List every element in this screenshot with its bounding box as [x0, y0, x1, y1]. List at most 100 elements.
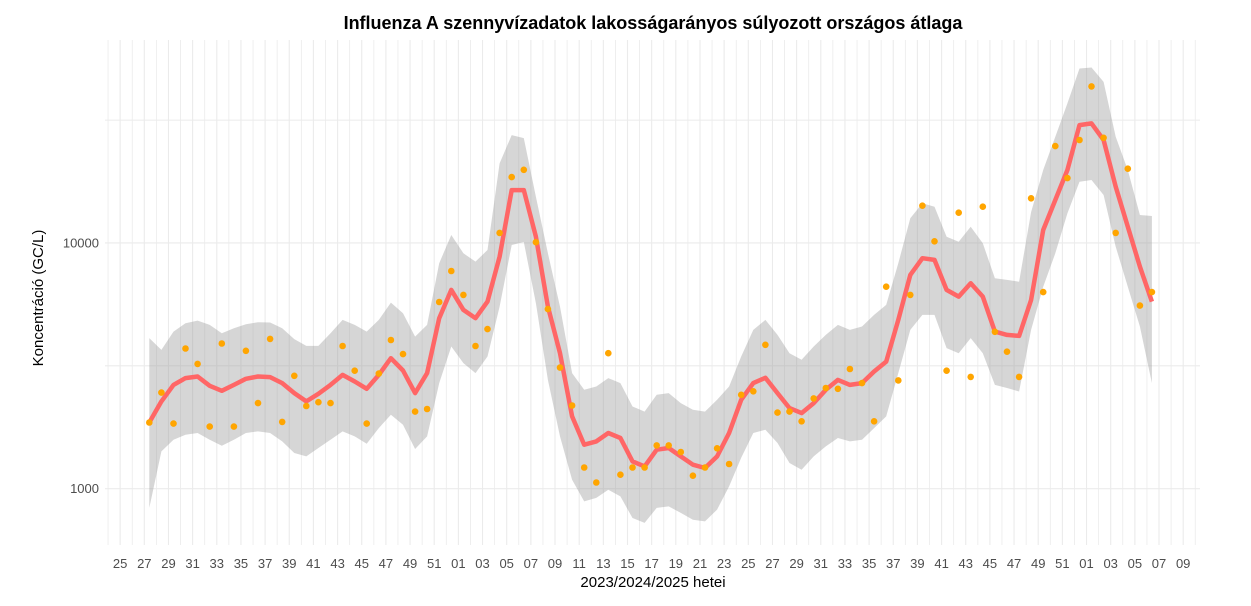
data-point [170, 420, 177, 427]
data-point [689, 472, 697, 480]
x-tick-label: 45 [355, 556, 369, 571]
data-point [1124, 165, 1132, 172]
data-point [339, 342, 346, 350]
data-point [810, 395, 817, 402]
data-point [291, 372, 298, 380]
data-point [460, 291, 467, 299]
data-point [182, 345, 189, 352]
data-point [1052, 142, 1059, 150]
data-point [230, 423, 238, 430]
x-tick-label: 43 [959, 556, 973, 571]
data-point [979, 203, 987, 210]
data-point [423, 405, 431, 413]
y-tick-label: 10000 [63, 235, 99, 250]
gridlines [105, 40, 1200, 545]
y-axis-ticks: 1000 10000 [63, 235, 99, 496]
data-point [375, 370, 383, 377]
data-point [387, 336, 395, 344]
data-point [520, 166, 528, 174]
x-tick-label: 03 [1103, 556, 1117, 571]
x-tick-label: 41 [934, 556, 948, 571]
data-point [278, 418, 286, 426]
x-tick-label: 01 [1079, 556, 1093, 571]
data-point [1039, 288, 1047, 296]
data-point [218, 340, 226, 347]
data-point [580, 464, 588, 471]
data-point [701, 464, 709, 471]
data-point [363, 420, 371, 427]
x-tick-label: 45 [983, 556, 997, 571]
x-tick-label: 21 [693, 556, 707, 571]
data-point [677, 448, 685, 456]
x-tick-label: 13 [596, 556, 610, 571]
x-tick-label: 35 [862, 556, 876, 571]
data-point [315, 398, 322, 406]
data-point [1003, 348, 1011, 356]
x-tick-label: 49 [403, 556, 417, 571]
data-point [895, 377, 902, 384]
smoothed-trend-line [147, 121, 1155, 471]
x-tick-label: 17 [644, 556, 658, 571]
data-point [508, 173, 515, 181]
data-point [158, 389, 165, 396]
data-point [435, 298, 443, 306]
data-point [351, 367, 359, 375]
data-point [846, 365, 854, 373]
x-tick-label: 49 [1031, 556, 1045, 571]
data-point [242, 347, 250, 355]
data-point [617, 471, 624, 479]
data-point [713, 445, 721, 452]
x-tick-label: 33 [210, 556, 224, 571]
x-tick-label: 25 [741, 556, 755, 571]
confidence-ribbon [149, 67, 1152, 523]
x-axis-title: 2023/2024/2025 hetei [580, 574, 725, 591]
data-point [448, 267, 455, 275]
data-point [641, 464, 648, 471]
x-tick-label: 43 [330, 556, 344, 571]
data-points [146, 83, 1156, 486]
data-point [858, 379, 866, 387]
data-point [725, 460, 733, 468]
data-point [1027, 195, 1035, 202]
x-tick-label: 41 [306, 556, 320, 571]
x-tick-label: 33 [838, 556, 852, 571]
data-point [991, 328, 999, 336]
x-tick-label: 19 [669, 556, 683, 571]
data-point [1064, 174, 1071, 182]
x-axis-ticks: 25 27 29 31 33 35 37 39 41 43 45 47 49 51 01 03 05 07 09 11… [113, 556, 1191, 571]
data-point [544, 305, 552, 313]
data-point [146, 419, 153, 426]
data-point [629, 464, 636, 471]
data-point [1015, 373, 1023, 381]
x-tick-label: 03 [475, 556, 489, 571]
x-tick-label: 11 [572, 556, 586, 571]
data-point [194, 360, 201, 368]
data-point [411, 408, 419, 415]
data-point [931, 238, 938, 245]
x-tick-label: 09 [548, 556, 562, 571]
x-tick-label: 31 [185, 556, 199, 571]
x-tick-label: 27 [765, 556, 779, 571]
data-point [762, 341, 769, 349]
x-tick-label: 39 [910, 556, 924, 571]
data-point [327, 399, 334, 407]
data-point [1088, 83, 1095, 90]
x-tick-label: 27 [137, 556, 151, 571]
x-tick-label: 25 [113, 556, 127, 571]
x-tick-label: 47 [379, 556, 393, 571]
x-tick-label: 29 [789, 556, 803, 571]
y-axis-title: Koncentráció (GC/L) [30, 230, 47, 367]
x-tick-label: 51 [1055, 556, 1069, 571]
data-point [266, 335, 274, 343]
data-point [254, 399, 262, 407]
x-tick-label: 07 [524, 556, 538, 571]
data-point [1100, 134, 1107, 142]
data-point [484, 325, 491, 333]
data-point [774, 409, 781, 416]
x-tick-label: 23 [717, 556, 731, 571]
data-point [593, 479, 600, 486]
data-point [1076, 136, 1083, 144]
x-tick-label: 35 [234, 556, 248, 571]
data-point [967, 373, 974, 381]
